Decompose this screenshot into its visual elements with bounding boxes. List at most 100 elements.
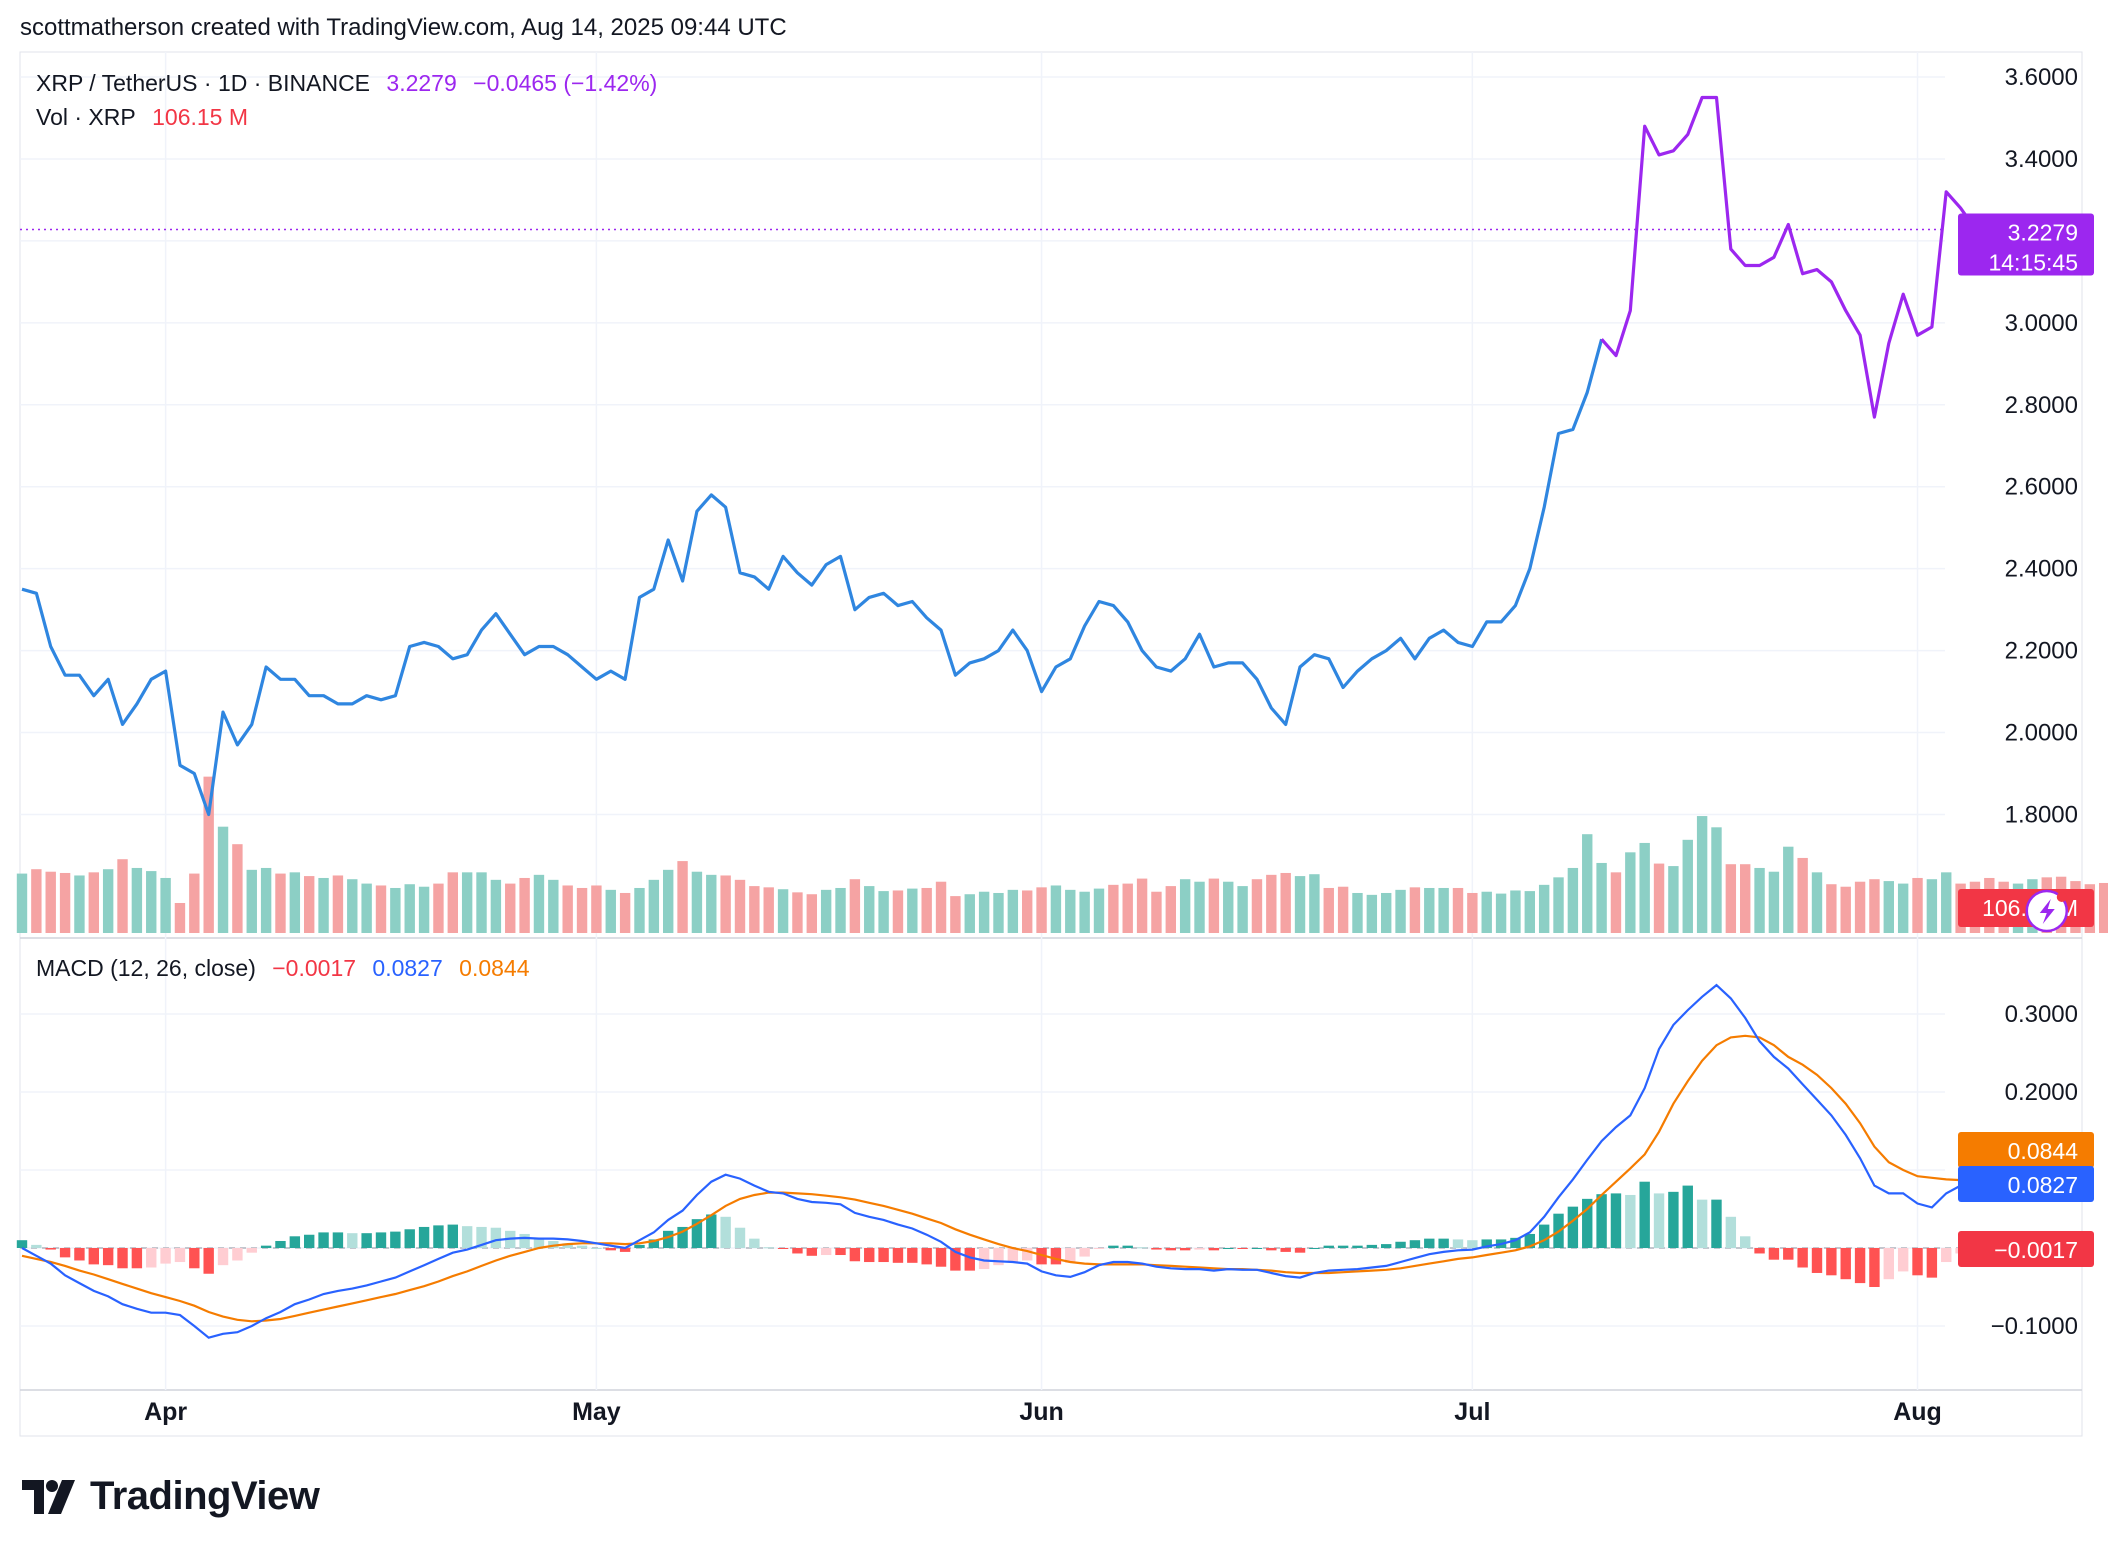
volume-bar <box>375 885 387 933</box>
macd-histogram-bar <box>1179 1248 1191 1251</box>
macd-hist-tag-text: −0.0017 <box>1994 1237 2078 1263</box>
macd-histogram-bar <box>1438 1238 1449 1248</box>
macd-histogram-bar <box>1524 1233 1535 1248</box>
macd-histogram-bar <box>1869 1248 1880 1287</box>
volume-bar <box>1854 881 1866 933</box>
macd-histogram-bar <box>1668 1191 1679 1248</box>
macd-histogram-bar <box>1395 1241 1406 1248</box>
macd-histogram-bar <box>102 1248 114 1266</box>
volume-bar <box>1869 879 1880 933</box>
volume-bar <box>1840 886 1851 933</box>
volume-bar <box>1381 892 1392 933</box>
price-y-tick-label: 2.4000 <box>2005 556 2078 583</box>
macd-histogram-bar <box>619 1248 631 1252</box>
volume-bar <box>289 872 301 933</box>
volume-bar <box>1926 879 1938 933</box>
volume-bar <box>1883 881 1894 933</box>
macd-line-tag-bg <box>1958 1166 2094 1202</box>
volume-bar <box>74 875 85 933</box>
macd-histogram-bar <box>1251 1248 1263 1249</box>
macd-histogram-bar <box>1897 1248 1909 1272</box>
macd-histogram-bar <box>1811 1248 1823 1273</box>
volume-bar <box>1280 872 1291 933</box>
macd-histogram-bar <box>1294 1248 1306 1253</box>
volume-bar <box>1223 881 1234 933</box>
last-price-label: 3.2279 <box>386 70 457 96</box>
volume-bar <box>1467 892 1478 933</box>
volume-bar <box>562 885 573 933</box>
price-y-tick-label: 3.4000 <box>2005 146 2078 173</box>
volume-bar <box>935 881 947 933</box>
volume-bar <box>418 886 430 933</box>
volume-bar <box>1582 834 1593 933</box>
volume-bar <box>806 894 817 933</box>
tradingview-wordmark: TradingView <box>90 1474 320 1518</box>
volume-bar <box>1682 839 1693 933</box>
volume-bar <box>1065 889 1076 933</box>
macd-histogram-bar <box>332 1232 344 1248</box>
volume-bar <box>734 879 746 933</box>
macd-histogram-bar <box>318 1232 329 1248</box>
macd-histogram-bar <box>131 1248 143 1269</box>
volume-bar <box>16 873 28 933</box>
macd-histogram-bar <box>31 1244 42 1248</box>
macd-histogram-bar <box>1639 1181 1650 1248</box>
volume-bar <box>835 887 846 933</box>
macd-histogram-bar <box>835 1248 846 1256</box>
x-tick-label: Jun <box>1019 1398 1063 1426</box>
volume-bar <box>1409 887 1421 933</box>
volume-bar <box>1740 864 1751 933</box>
price-tag-text: 14:15:45 <box>1988 249 2078 275</box>
volume-bar <box>1294 876 1306 933</box>
macd-histogram-bar <box>519 1233 530 1248</box>
volume-bar <box>763 887 774 933</box>
macd-histogram-bar <box>45 1248 56 1250</box>
macd-signal-tag-text: 0.0844 <box>2008 1138 2079 1164</box>
volume-bar <box>1079 891 1090 933</box>
volume-bar <box>1424 887 1435 933</box>
volume-bar <box>634 887 645 933</box>
macd-histogram-bar <box>1280 1248 1291 1252</box>
volume-bar <box>677 861 688 933</box>
macd-histogram-bar <box>734 1227 746 1248</box>
macd-histogram-bar <box>548 1240 559 1248</box>
price-change-label: −0.0465 (−1.42%) <box>473 70 658 96</box>
macd-y-tick-label: 0.2000 <box>2005 1079 2078 1106</box>
chart-extras <box>2025 889 2069 933</box>
macd-histogram-bar <box>1826 1248 1837 1276</box>
macd-histogram-bar <box>921 1248 932 1265</box>
macd-line <box>21 983 2047 1339</box>
volume-bar <box>1122 883 1133 933</box>
macd-histogram-bar <box>1625 1194 1636 1248</box>
macd-histogram-bar <box>1194 1248 1205 1250</box>
macd-signal-tag-bg <box>1958 1132 2094 1168</box>
volume-bar <box>1668 866 1679 933</box>
volume-bar <box>1567 867 1579 933</box>
macd-histogram-bar <box>749 1238 760 1248</box>
volume-bar <box>1510 890 1521 933</box>
macd-histogram-bar <box>1452 1239 1464 1248</box>
macd-signal-tag: 0.0844 <box>1958 1132 2094 1168</box>
volume-value: 106.15 M <box>152 104 249 130</box>
macd-histogram-bar <box>1122 1245 1133 1248</box>
macd-histogram-bar <box>1768 1248 1780 1260</box>
volume-bar <box>1108 884 1119 933</box>
volume-bar <box>519 877 530 933</box>
volume-legend: Vol · XRP 106.15 M <box>36 104 258 131</box>
macd-histogram-bar <box>820 1248 832 1256</box>
volume-bar <box>1524 891 1535 933</box>
macd-histogram-bar <box>232 1248 243 1261</box>
volume-bar <box>461 872 473 933</box>
volume-bar <box>1194 881 1205 933</box>
volume-bar <box>820 889 832 933</box>
volume-bar <box>232 844 243 933</box>
volume-bars <box>16 776 2108 933</box>
price-y-tick-label: 1.8000 <box>2005 802 2078 829</box>
macd-histogram-bar <box>1941 1248 1952 1263</box>
price-tag-bg <box>1958 213 2094 276</box>
macd-histogram-bar <box>849 1248 861 1262</box>
macd-histogram-bar <box>1582 1198 1593 1248</box>
volume-bar <box>548 879 559 933</box>
volume-bar <box>1036 887 1047 933</box>
